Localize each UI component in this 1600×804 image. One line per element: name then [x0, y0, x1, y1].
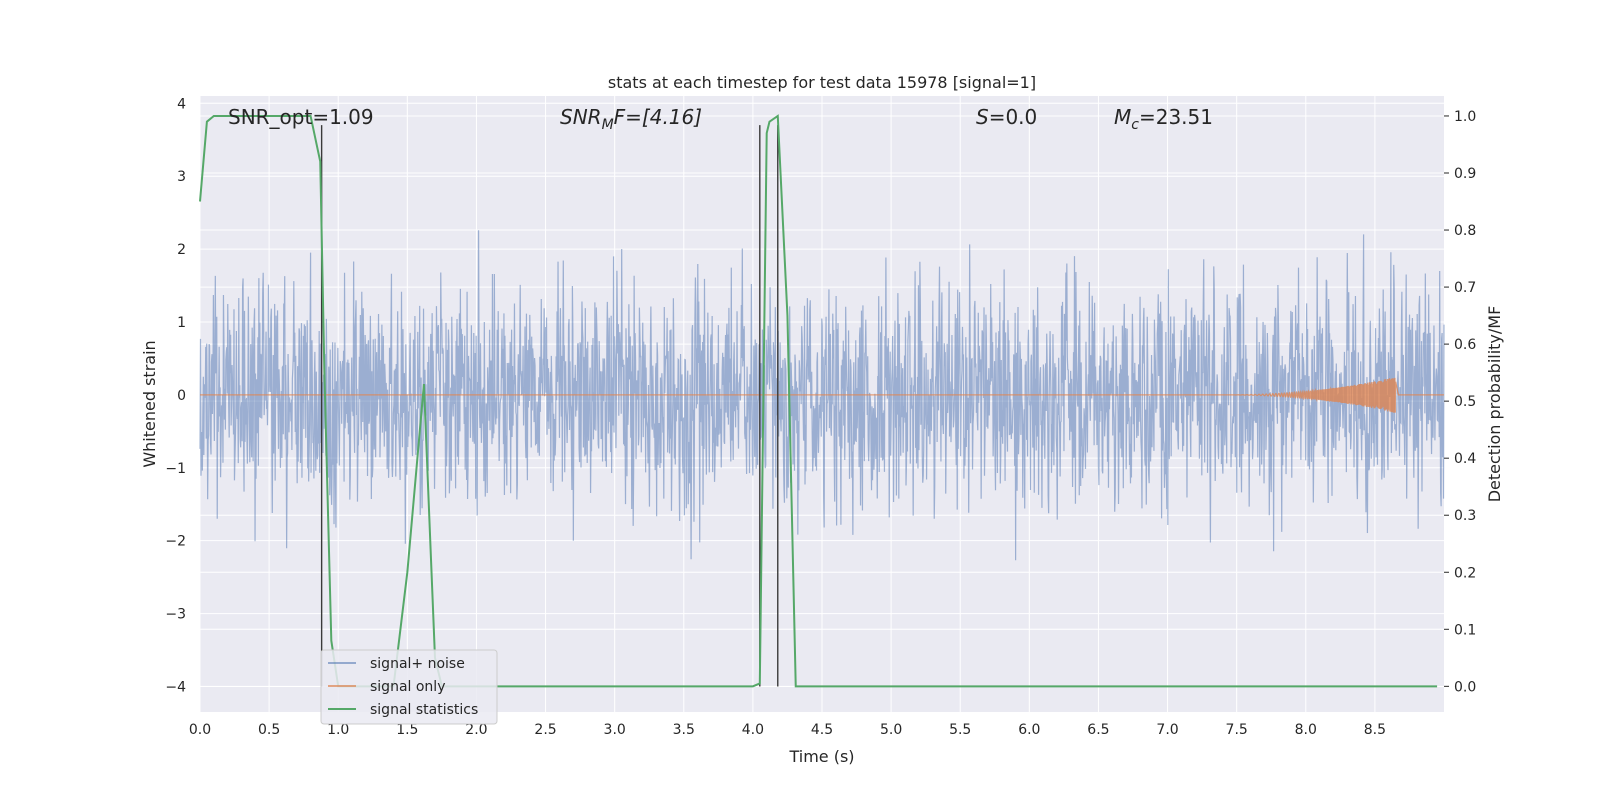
signal-noise-line — [199, 230, 1445, 561]
y-left-tick-2: 2 — [177, 242, 186, 258]
legend-label-signal-noise: signal+ noise — [370, 656, 465, 672]
x-tick-4.5: 4.5 — [811, 722, 833, 738]
annotation-snr-mf-sub: M — [602, 117, 614, 133]
annotation-s-base: S — [976, 105, 989, 129]
y-right-tick-0.9: 0.9 — [1454, 166, 1476, 182]
y-left-tick--4: −4 — [165, 679, 186, 695]
y-right-tick-labels: 1.0 0.9 0.8 0.7 0.6 0.5 0.4 0.3 0.2 0.1 0.0 — [1444, 109, 1476, 695]
annotation-s: S=0.0 — [976, 105, 1037, 129]
x-tick-2.0: 2.0 — [465, 722, 487, 738]
x-tick-2.5: 2.5 — [534, 722, 556, 738]
y-right-tick-0.1: 0.1 — [1454, 622, 1476, 638]
signal-only-series — [200, 377, 1444, 413]
y-right-tick-0.7: 0.7 — [1454, 280, 1476, 296]
y-left-tick-0: 0 — [177, 388, 186, 404]
annotation-mc: Mc=23.51 — [1114, 105, 1213, 133]
x-tick-7.5: 7.5 — [1226, 722, 1248, 738]
y-right-tick-1.0: 1.0 — [1454, 109, 1476, 125]
annotation-snr-opt: SNR_opt=1.09 — [228, 105, 374, 129]
annotation-mc-sub: c — [1131, 117, 1139, 133]
x-tick-4.0: 4.0 — [742, 722, 764, 738]
y-left-tick-4: 4 — [177, 96, 186, 112]
annotation-snr-mf-rest: F=[4.16] — [614, 105, 702, 129]
y-right-tick-0.8: 0.8 — [1454, 223, 1476, 239]
y-right-axis-label: Detection probability/MF — [1485, 306, 1504, 503]
x-tick-8.5: 8.5 — [1364, 722, 1386, 738]
y-left-axis-label: Whitened strain — [140, 340, 159, 467]
x-tick-0.0: 0.0 — [189, 722, 211, 738]
y-left-tick--2: −2 — [165, 534, 186, 550]
chart-title: stats at each timestep for test data 159… — [608, 73, 1036, 92]
x-tick-labels: 0.0 0.5 1.0 1.5 2.0 2.5 3.0 3.5 4.0 4.5 5.0 5.5 6.0 6… — [189, 722, 1386, 738]
y-right-tick-0.0: 0.0 — [1454, 679, 1476, 695]
x-tick-6.0: 6.0 — [1018, 722, 1040, 738]
x-tick-7.0: 7.0 — [1156, 722, 1178, 738]
legend-label-signal-only: signal only — [370, 679, 445, 695]
x-tick-8.0: 8.0 — [1295, 722, 1317, 738]
legend: signal+ noise signal only signal statist… — [320, 649, 498, 725]
x-tick-1.5: 1.5 — [396, 722, 418, 738]
y-left-tick-1: 1 — [177, 315, 186, 331]
x-tick-5.0: 5.0 — [880, 722, 902, 738]
signal-noise-series — [199, 230, 1445, 561]
x-tick-6.5: 6.5 — [1087, 722, 1109, 738]
y-right-tick-0.2: 0.2 — [1454, 565, 1476, 581]
y-right-tick-0.3: 0.3 — [1454, 508, 1476, 524]
y-right-tick-0.6: 0.6 — [1454, 337, 1476, 353]
y-left-tick--1: −1 — [165, 461, 186, 477]
legend-label-signal-statistics: signal statistics — [370, 702, 478, 718]
y-right-tick-0.5: 0.5 — [1454, 394, 1476, 410]
x-tick-3.0: 3.0 — [604, 722, 626, 738]
x-tick-5.5: 5.5 — [949, 722, 971, 738]
annotation-snr-mf: SNRMF=[4.16] — [560, 105, 702, 133]
x-tick-3.5: 3.5 — [673, 722, 695, 738]
y-left-tick--3: −3 — [165, 607, 186, 623]
y-right-tick-0.4: 0.4 — [1454, 451, 1476, 467]
x-tick-1.0: 1.0 — [327, 722, 349, 738]
x-axis-label: Time (s) — [788, 747, 854, 766]
y-left-tick-labels: 4 3 2 1 0 −1 −2 −3 −4 — [165, 96, 186, 695]
legend-box — [320, 649, 498, 725]
y-left-tick-3: 3 — [177, 169, 186, 185]
annotation-snr-mf-base: SNR — [560, 105, 602, 129]
signal-only-line — [200, 377, 1444, 413]
x-tick-0.5: 0.5 — [258, 722, 280, 738]
annotation-mc-rest: =23.51 — [1139, 105, 1213, 129]
annotation-mc-base: M — [1114, 105, 1131, 129]
annotation-s-rest: =0.0 — [989, 105, 1038, 129]
